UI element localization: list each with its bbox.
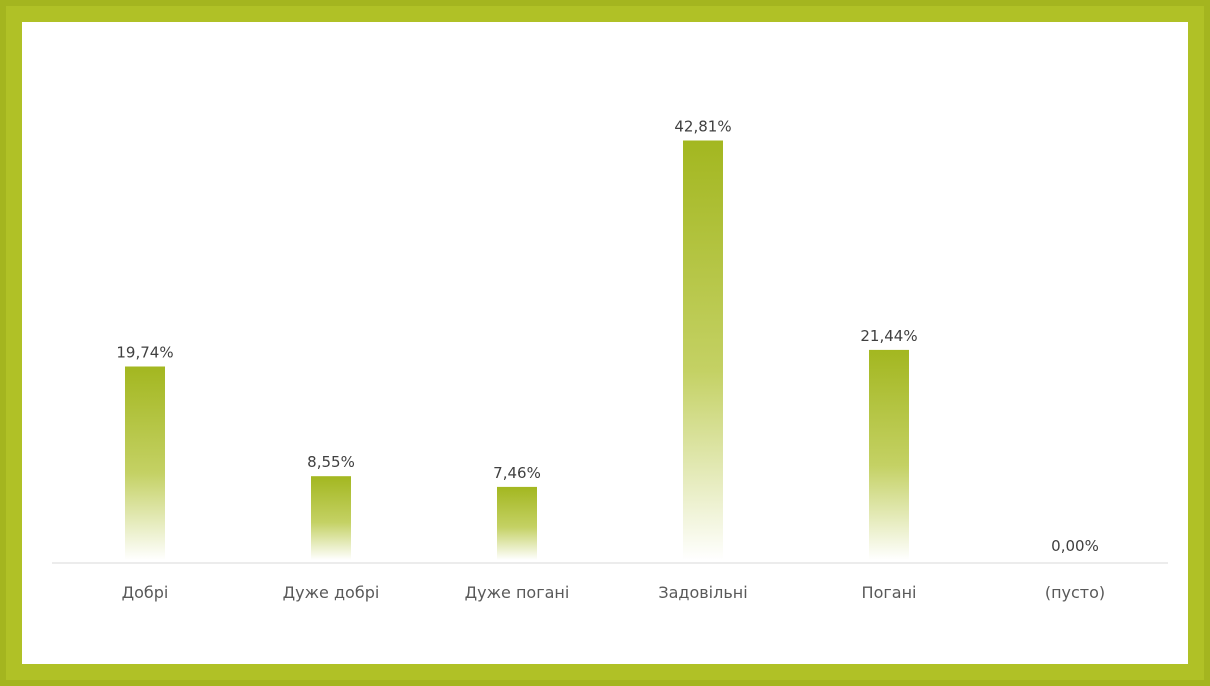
data-label-1: 8,55% xyxy=(307,453,355,471)
data-label-3: 42,81% xyxy=(674,118,731,136)
category-label-0: Добрі xyxy=(122,583,169,602)
data-label-5: 0,00% xyxy=(1051,537,1099,555)
category-label-2: Дуже погані xyxy=(465,583,570,602)
category-label-5: (пусто) xyxy=(1045,583,1105,602)
bars-group xyxy=(125,140,909,560)
bar-2 xyxy=(497,486,537,560)
bar-1 xyxy=(311,476,351,560)
category-label-1: Дуже добрі xyxy=(283,583,380,602)
bar-3 xyxy=(683,140,723,560)
data-labels-group: 19,74% 8,55% 7,46% 42,81% 21,44% 0,00% xyxy=(116,118,1098,556)
data-label-2: 7,46% xyxy=(493,464,541,482)
data-label-0: 19,74% xyxy=(116,344,173,362)
data-label-4: 21,44% xyxy=(860,327,917,345)
category-label-4: Погані xyxy=(862,583,917,602)
bar-4 xyxy=(869,349,909,560)
category-label-3: Задовільні xyxy=(658,583,747,602)
category-labels-group: Добрі Дуже добрі Дуже погані Задовільні Пога… xyxy=(122,583,1106,602)
bar-0 xyxy=(125,366,165,560)
